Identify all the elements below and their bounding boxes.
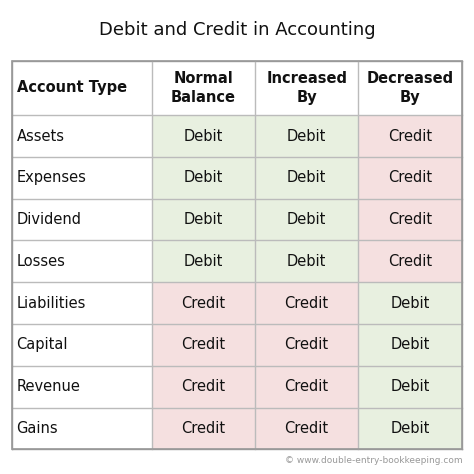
Bar — [152, 408, 255, 449]
Bar — [152, 115, 255, 157]
Bar — [12, 157, 152, 199]
Bar — [12, 61, 462, 449]
Bar — [358, 408, 462, 449]
Text: Credit: Credit — [388, 212, 432, 227]
Text: Credit: Credit — [284, 379, 329, 394]
Text: Credit: Credit — [181, 421, 226, 436]
Text: Gains: Gains — [17, 421, 58, 436]
Bar — [358, 283, 462, 324]
Text: Credit: Credit — [181, 296, 226, 310]
Bar — [152, 61, 255, 115]
Text: Credit: Credit — [284, 421, 329, 436]
Bar — [255, 240, 358, 283]
Text: Dividend: Dividend — [17, 212, 82, 227]
Text: Increased
By: Increased By — [266, 71, 347, 105]
Text: Credit: Credit — [388, 170, 432, 185]
Bar — [12, 324, 152, 366]
Bar — [152, 366, 255, 408]
Bar — [12, 283, 152, 324]
Bar — [255, 157, 358, 199]
Text: Credit: Credit — [181, 337, 226, 353]
Text: Credit: Credit — [284, 337, 329, 353]
Bar — [12, 115, 152, 157]
Bar — [255, 199, 358, 240]
Text: Revenue: Revenue — [17, 379, 81, 394]
Bar — [255, 61, 358, 115]
Bar — [12, 61, 152, 115]
Bar — [255, 324, 358, 366]
Bar — [255, 408, 358, 449]
Text: Normal
Balance: Normal Balance — [171, 71, 236, 105]
Text: © www.double-entry-bookkeeping.com: © www.double-entry-bookkeeping.com — [284, 456, 462, 465]
Bar — [152, 324, 255, 366]
Text: Debit: Debit — [390, 421, 430, 436]
Bar — [255, 366, 358, 408]
Text: Credit: Credit — [388, 128, 432, 144]
Bar — [358, 115, 462, 157]
Text: Liabilities: Liabilities — [17, 296, 86, 310]
Text: Debit: Debit — [390, 337, 430, 353]
Bar — [152, 283, 255, 324]
Text: Debit: Debit — [287, 128, 327, 144]
Text: Debit: Debit — [287, 254, 327, 269]
Text: Debit: Debit — [390, 296, 430, 310]
Text: Losses: Losses — [17, 254, 65, 269]
Text: Account Type: Account Type — [17, 81, 127, 95]
Text: Debit: Debit — [390, 379, 430, 394]
Bar — [12, 366, 152, 408]
Text: Debit and Credit in Accounting: Debit and Credit in Accounting — [99, 21, 375, 39]
Bar — [12, 199, 152, 240]
Bar — [358, 324, 462, 366]
Text: Debit: Debit — [183, 212, 223, 227]
Text: Debit: Debit — [183, 128, 223, 144]
Bar — [358, 157, 462, 199]
Text: Decreased
By: Decreased By — [366, 71, 454, 105]
Text: Debit: Debit — [287, 170, 327, 185]
Text: Expenses: Expenses — [17, 170, 86, 185]
Bar — [12, 408, 152, 449]
Text: Assets: Assets — [17, 128, 64, 144]
Text: Capital: Capital — [17, 337, 68, 353]
Bar — [358, 366, 462, 408]
Bar — [358, 61, 462, 115]
Text: Credit: Credit — [388, 254, 432, 269]
Text: Credit: Credit — [284, 296, 329, 310]
Text: Debit: Debit — [183, 170, 223, 185]
Text: Debit: Debit — [287, 212, 327, 227]
Bar — [152, 157, 255, 199]
Bar — [358, 199, 462, 240]
Bar — [358, 240, 462, 283]
Bar — [152, 199, 255, 240]
Text: Debit: Debit — [183, 254, 223, 269]
Text: Credit: Credit — [181, 379, 226, 394]
Bar — [255, 115, 358, 157]
Bar — [152, 240, 255, 283]
Bar — [12, 240, 152, 283]
Bar — [255, 283, 358, 324]
